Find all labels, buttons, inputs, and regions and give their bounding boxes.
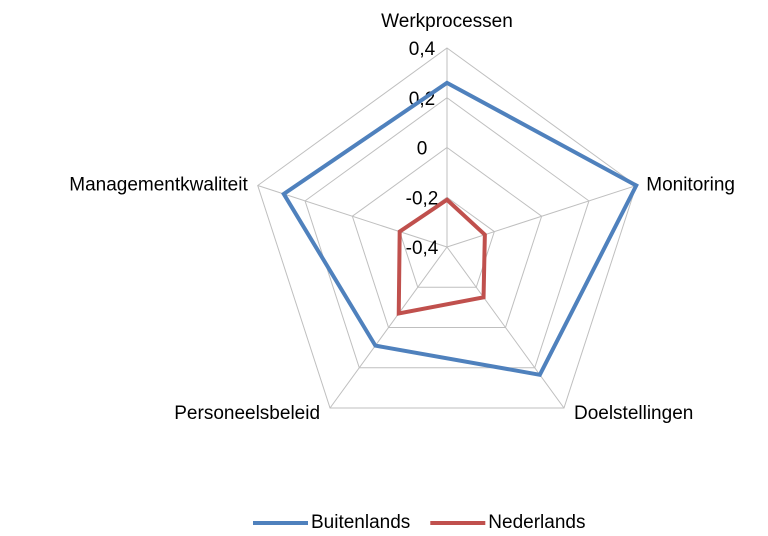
series-line	[281, 80, 639, 378]
category-label: Werkprocessen	[381, 11, 513, 32]
series-line	[396, 197, 487, 316]
tick-label: -0,4	[406, 238, 439, 259]
spoke	[257, 185, 448, 248]
category-label: Managementkwaliteit	[69, 175, 248, 196]
grid-ring	[351, 146, 543, 328]
tick-label: 0	[417, 139, 428, 160]
tick-label: -0,2	[406, 188, 439, 209]
category-label: Monitoring	[646, 175, 735, 196]
spoke	[329, 246, 448, 409]
legend-label: Nederlands	[488, 512, 585, 533]
legend-label: Buitenlands	[311, 512, 410, 533]
spoke	[446, 185, 637, 248]
grid-ring	[257, 47, 637, 409]
grid-ring	[304, 97, 590, 369]
tick-label: 0,4	[409, 39, 436, 60]
category-label: Personeelsbeleid	[174, 403, 320, 424]
spoke	[446, 246, 565, 409]
category-label: Doelstellingen	[574, 403, 693, 424]
